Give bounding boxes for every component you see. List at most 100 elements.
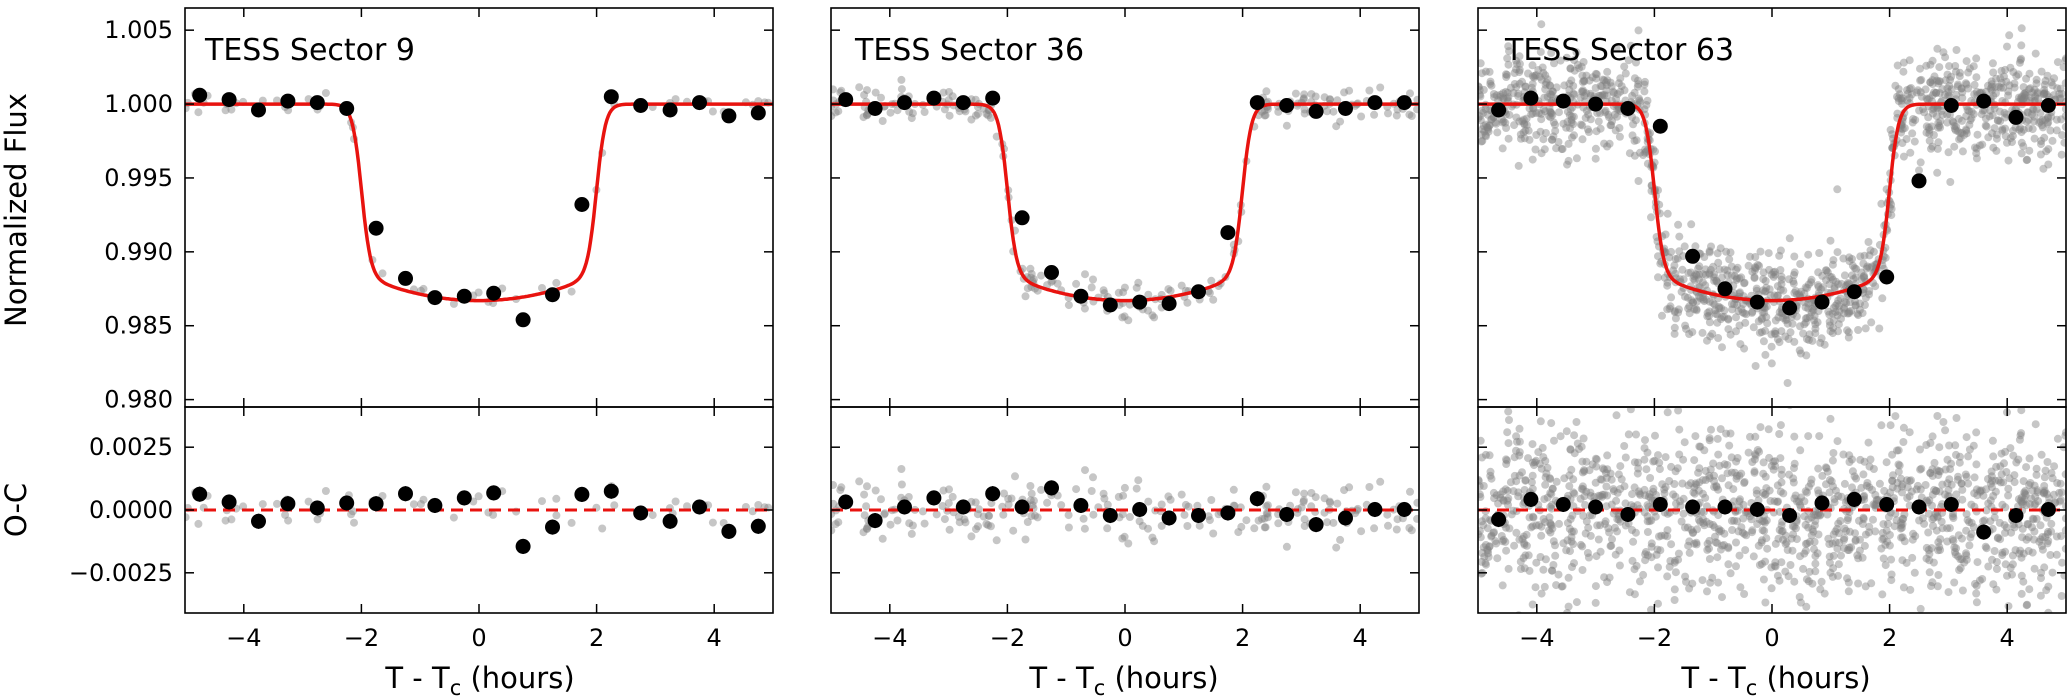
- raw-residual-point: [1649, 457, 1658, 466]
- raw-residual-point: [1521, 476, 1530, 485]
- raw-flux-point: [1702, 295, 1711, 304]
- raw-flux-point: [1829, 323, 1838, 332]
- raw-flux-point: [1804, 280, 1813, 289]
- raw-residual-point: [1540, 495, 1549, 504]
- raw-residual-point: [2025, 481, 2034, 489]
- raw-residual-point: [1933, 623, 1941, 631]
- raw-residual-point: [1539, 453, 1548, 462]
- raw-flux-point: [1829, 275, 1837, 284]
- raw-residual-point: [897, 480, 906, 489]
- raw-residual-point: [1811, 511, 1820, 520]
- raw-flux-point: [1868, 262, 1877, 271]
- raw-residual-point: [1933, 412, 1942, 420]
- raw-residual-point: [1898, 515, 1907, 523]
- raw-residual-point: [2017, 429, 2026, 438]
- raw-residual-point: [2001, 560, 2010, 569]
- raw-flux-point: [1616, 74, 1625, 83]
- raw-residual-point: [2018, 533, 2027, 542]
- binned-flux-point: [251, 102, 266, 118]
- raw-residual-point: [1578, 542, 1587, 551]
- raw-flux-point: [1481, 131, 1490, 140]
- raw-flux-point: [1605, 139, 1614, 148]
- raw-residual-point: [1263, 501, 1272, 510]
- raw-flux-point: [1991, 89, 2000, 98]
- raw-flux-point: [1941, 76, 1950, 85]
- raw-residual-point: [1856, 455, 1865, 464]
- raw-residual-point: [1483, 545, 1492, 554]
- raw-residual-point: [1872, 495, 1881, 504]
- raw-residual-point: [2037, 574, 2045, 583]
- raw-flux-point: [1580, 91, 1589, 100]
- raw-residual-point: [1651, 431, 1659, 440]
- raw-flux-point: [1742, 310, 1751, 319]
- raw-residual-point: [1670, 585, 1679, 594]
- raw-flux-point: [1484, 123, 1492, 132]
- raw-residual-point: [1581, 529, 1590, 538]
- raw-residual-point: [1675, 450, 1684, 459]
- raw-residual-point: [1515, 451, 1524, 460]
- x-tick-label: 4: [2000, 624, 2015, 652]
- raw-residual-point: [1029, 496, 1038, 505]
- raw-residual-point: [1678, 479, 1687, 488]
- raw-residual-point: [1693, 525, 1701, 534]
- raw-flux-point: [1967, 114, 1976, 123]
- raw-residual-point: [1891, 509, 1900, 518]
- raw-flux-point: [1535, 109, 1543, 117]
- raw-flux-point: [1949, 118, 1958, 127]
- raw-flux-point: [1803, 314, 1812, 322]
- raw-flux-point: [1966, 116, 1975, 125]
- raw-residual-point: [1715, 527, 1724, 536]
- raw-residual-point: [1922, 543, 1931, 552]
- raw-residual-point: [1897, 521, 1906, 530]
- raw-flux-point: [1958, 116, 1966, 125]
- raw-flux-point: [1908, 129, 1917, 138]
- raw-flux-point: [1547, 135, 1556, 144]
- raw-residual-point: [1865, 528, 1873, 537]
- binned-residual-point: [1717, 499, 1733, 515]
- raw-flux-point: [2055, 90, 2064, 98]
- raw-flux-point: [2042, 147, 2051, 156]
- raw-flux-point: [1654, 273, 1662, 282]
- raw-residual-point: [1935, 443, 1944, 452]
- raw-residual-point: [1755, 561, 1764, 569]
- raw-flux-point: [1493, 128, 1502, 137]
- raw-flux-point: [1776, 266, 1785, 274]
- raw-flux-point: [1801, 314, 1810, 323]
- raw-flux-point: [1999, 83, 2008, 92]
- raw-residual-point: [1684, 481, 1693, 490]
- raw-flux-point: [1857, 275, 1866, 284]
- raw-residual-point: [1842, 526, 1851, 535]
- raw-residual-point: [2055, 497, 2064, 506]
- raw-residual-point: [1989, 580, 1998, 589]
- raw-residual-point: [1635, 373, 1643, 381]
- raw-residual-point: [1485, 542, 1494, 551]
- raw-flux-point: [1300, 90, 1309, 99]
- raw-flux-point: [1572, 48, 1581, 57]
- raw-residual-point: [1534, 448, 1543, 457]
- raw-flux-point: [944, 96, 953, 104]
- panel-2-flux-plot: [830, 7, 1420, 408]
- raw-flux-point: [1037, 271, 1046, 280]
- raw-residual-point: [1100, 494, 1109, 503]
- raw-flux-point: [1929, 109, 1937, 118]
- raw-flux-point: [1148, 311, 1157, 320]
- raw-residual-point: [1752, 618, 1760, 626]
- raw-residual-point: [2019, 549, 2028, 558]
- raw-flux-point: [1491, 118, 1500, 127]
- raw-residual-point: [2000, 459, 2008, 468]
- raw-residual-point: [1705, 434, 1714, 443]
- raw-flux-point: [2040, 89, 2049, 98]
- raw-residual-point: [1667, 462, 1676, 471]
- raw-residual-point: [1554, 570, 1563, 579]
- raw-flux-point: [1946, 76, 1955, 84]
- raw-flux-point: [1692, 306, 1701, 315]
- raw-residual-point: [1808, 579, 1817, 588]
- raw-flux-point: [1941, 53, 1950, 62]
- raw-flux-point: [1821, 266, 1830, 275]
- raw-residual-point: [1899, 514, 1908, 523]
- raw-residual-point: [1487, 531, 1496, 540]
- raw-residual-point: [1665, 562, 1674, 571]
- raw-flux-point: [1671, 314, 1680, 323]
- raw-residual-point: [831, 510, 836, 519]
- raw-residual-point: [1887, 555, 1896, 564]
